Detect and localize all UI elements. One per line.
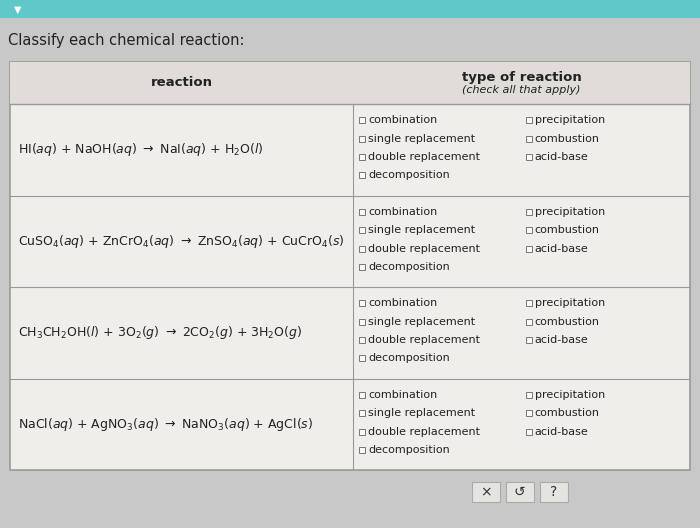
Text: combination: combination xyxy=(368,298,438,308)
Text: single replacement: single replacement xyxy=(368,134,475,144)
Bar xyxy=(359,227,365,233)
Bar xyxy=(359,392,365,398)
Text: precipitation: precipitation xyxy=(535,298,605,308)
Bar xyxy=(526,136,532,142)
Bar xyxy=(526,392,532,398)
Text: acid-base: acid-base xyxy=(535,152,589,162)
Bar xyxy=(10,62,690,470)
Text: single replacement: single replacement xyxy=(368,317,475,327)
Text: ×: × xyxy=(480,485,491,499)
Text: combustion: combustion xyxy=(535,225,600,235)
Bar xyxy=(359,117,365,124)
Text: ↺: ↺ xyxy=(514,485,526,499)
Text: double replacement: double replacement xyxy=(368,243,480,253)
Text: decomposition: decomposition xyxy=(368,445,450,455)
Bar xyxy=(359,172,365,178)
Bar xyxy=(359,300,365,306)
Bar xyxy=(526,410,532,416)
Text: combination: combination xyxy=(368,390,438,400)
Text: double replacement: double replacement xyxy=(368,427,480,437)
Text: precipitation: precipitation xyxy=(535,116,605,126)
Text: precipitation: precipitation xyxy=(535,390,605,400)
Text: acid-base: acid-base xyxy=(535,243,589,253)
Bar xyxy=(359,410,365,416)
Text: HI($\mathit{aq}$) + NaOH($\mathit{aq}$) $\rightarrow$ NaI($\mathit{aq}$) + H$_2$: HI($\mathit{aq}$) + NaOH($\mathit{aq}$) … xyxy=(18,142,264,158)
Text: decomposition: decomposition xyxy=(368,171,450,181)
Bar xyxy=(526,337,532,343)
Bar xyxy=(359,154,365,160)
Text: acid-base: acid-base xyxy=(535,335,589,345)
Bar xyxy=(359,337,365,343)
Bar xyxy=(526,209,532,215)
Text: Classify each chemical reaction:: Classify each chemical reaction: xyxy=(8,33,244,48)
Bar xyxy=(0,0,700,18)
Bar xyxy=(359,319,365,325)
Text: decomposition: decomposition xyxy=(368,353,450,363)
Text: precipitation: precipitation xyxy=(535,207,605,217)
Bar xyxy=(359,209,365,215)
Bar xyxy=(540,482,568,502)
Bar xyxy=(526,429,532,435)
Text: decomposition: decomposition xyxy=(368,262,450,272)
Bar xyxy=(8,2,28,16)
Text: acid-base: acid-base xyxy=(535,427,589,437)
Text: combustion: combustion xyxy=(535,317,600,327)
Text: type of reaction: type of reaction xyxy=(462,71,582,83)
Bar xyxy=(505,482,533,502)
Bar xyxy=(359,447,365,453)
Bar xyxy=(526,117,532,124)
Text: combination: combination xyxy=(368,116,438,126)
Bar xyxy=(359,246,365,251)
Text: combination: combination xyxy=(368,207,438,217)
Bar xyxy=(526,246,532,251)
Bar xyxy=(359,355,365,361)
Bar xyxy=(526,319,532,325)
Text: NaCl($\mathit{aq}$) + AgNO$_3$($\mathit{aq}$) $\rightarrow$ NaNO$_3$($\mathit{aq: NaCl($\mathit{aq}$) + AgNO$_3$($\mathit{… xyxy=(18,416,313,433)
Bar xyxy=(526,154,532,160)
Text: combustion: combustion xyxy=(535,408,600,418)
Text: ▼: ▼ xyxy=(14,5,22,15)
Text: double replacement: double replacement xyxy=(368,152,480,162)
Text: combustion: combustion xyxy=(535,134,600,144)
Bar xyxy=(526,227,532,233)
Text: CuSO$_4$($\mathit{aq}$) + ZnCrO$_4$($\mathit{aq}$) $\rightarrow$ ZnSO$_4$($\math: CuSO$_4$($\mathit{aq}$) + ZnCrO$_4$($\ma… xyxy=(18,233,345,250)
Bar xyxy=(472,482,500,502)
Text: ?: ? xyxy=(550,485,557,499)
Text: double replacement: double replacement xyxy=(368,335,480,345)
Bar xyxy=(526,300,532,306)
Text: single replacement: single replacement xyxy=(368,408,475,418)
Text: reaction: reaction xyxy=(150,77,213,90)
Text: (check all that apply): (check all that apply) xyxy=(463,85,581,95)
Bar xyxy=(359,429,365,435)
Bar xyxy=(359,264,365,270)
Text: single replacement: single replacement xyxy=(368,225,475,235)
Text: CH$_3$CH$_2$OH($\mathit{l}$) + 3O$_2$($\mathit{g}$) $\rightarrow$ 2CO$_2$($\math: CH$_3$CH$_2$OH($\mathit{l}$) + 3O$_2$($\… xyxy=(18,324,302,341)
Bar xyxy=(10,62,690,104)
Bar xyxy=(359,136,365,142)
